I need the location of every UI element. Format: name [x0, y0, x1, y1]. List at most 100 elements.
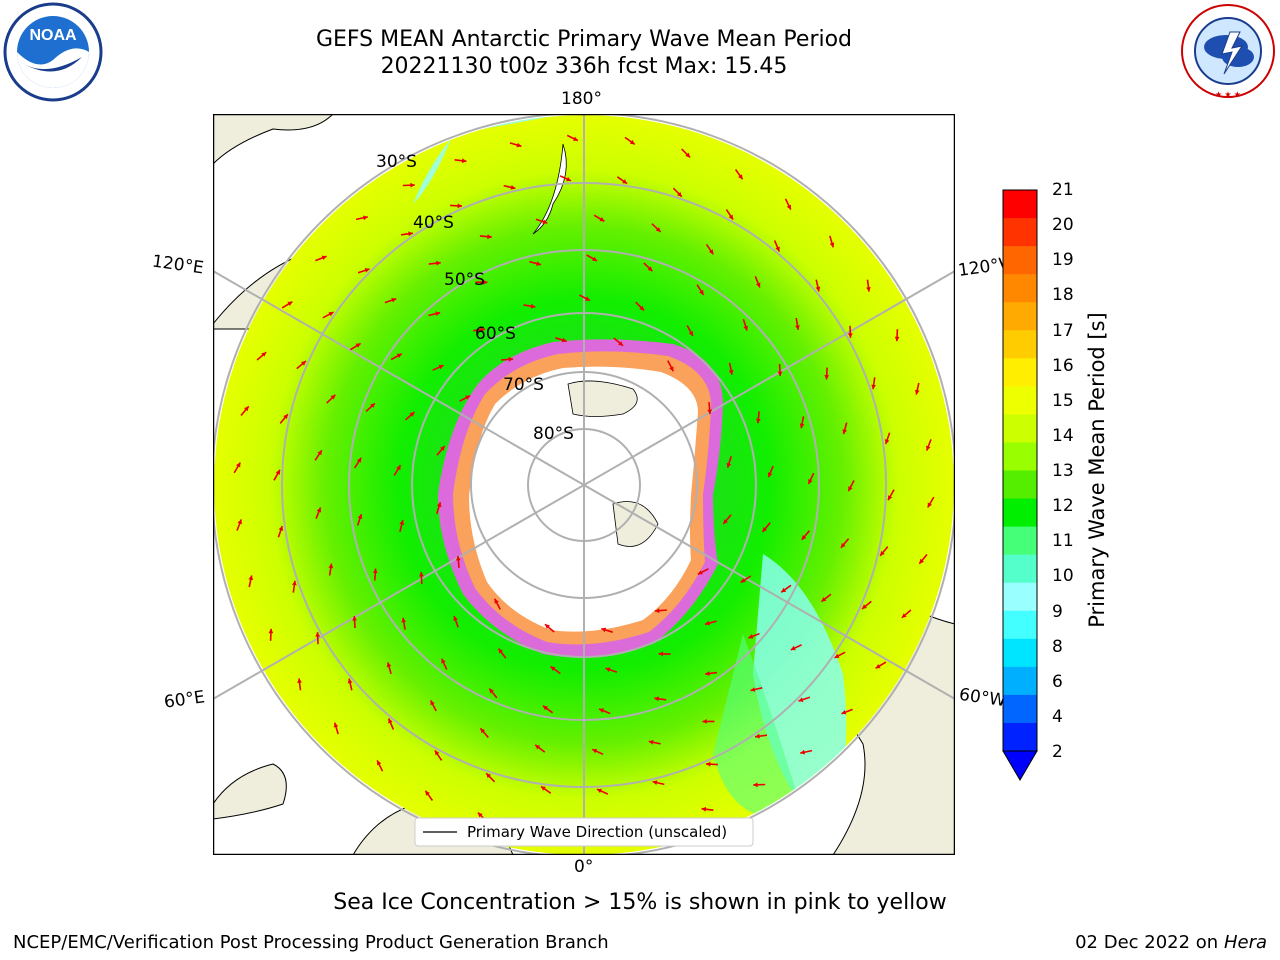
wave-arrow-head — [441, 658, 446, 664]
wave-arrow-head — [756, 282, 761, 288]
run-date: 02 Dec 2022 on Hera — [1075, 932, 1267, 953]
lon-label-60e: 60°E — [162, 687, 207, 713]
wave-arrow-head — [236, 462, 241, 468]
wave-arrow-head — [841, 710, 847, 715]
wave-arrow-head — [894, 336, 900, 342]
wave-arrow-head — [436, 260, 441, 266]
wave-arrow-head — [540, 786, 546, 791]
wave-arrow-head — [315, 632, 321, 637]
wave-arrow-head — [821, 597, 827, 602]
wave-arrow-head — [508, 356, 514, 362]
wave-arrow-head — [388, 718, 393, 724]
lon-label-0: 0° — [574, 857, 594, 877]
wave-arrow-head — [781, 587, 787, 593]
wave-arrow-head — [762, 527, 768, 532]
wave-arrow-head — [297, 678, 302, 683]
wave-arrow-head — [316, 507, 322, 513]
colorbar-band — [1003, 666, 1037, 696]
wave-arrow-head — [658, 651, 663, 657]
wave-arrow-head — [419, 572, 424, 577]
wave-arrow-head — [487, 234, 492, 240]
wave-arrow-head — [545, 624, 550, 629]
map-legend: Primary Wave Direction (unscaled) — [414, 817, 754, 847]
wave-arrow-head — [396, 465, 401, 471]
wave-arrow-head — [401, 617, 407, 623]
wave-arrow-head — [901, 613, 907, 618]
wave-arrow-head — [436, 502, 442, 508]
colorbar-tick-label: 16 — [1052, 355, 1074, 376]
colorbar-band — [1003, 302, 1037, 331]
colorbar-tick-label: 14 — [1052, 425, 1074, 446]
wave-arrow-head — [542, 219, 548, 224]
wave-arrow-head — [440, 446, 445, 451]
wave-arrow-head — [862, 604, 867, 609]
colorbar-tick-label: 4 — [1052, 706, 1063, 727]
colorbar-tick-label: 2 — [1052, 742, 1063, 762]
wave-arrow-head — [875, 664, 881, 669]
wave-arrow-head — [697, 570, 703, 575]
lon-label-180: 180° — [561, 89, 602, 109]
wave-arrow-head — [829, 242, 835, 248]
colorbar-band — [1003, 554, 1037, 584]
graticule — [213, 114, 955, 855]
map-panel: Primary Wave Direction (unscaled) — [213, 114, 955, 855]
wave-arrow-head — [542, 705, 548, 711]
wave-arrow-head — [723, 519, 728, 524]
wave-arrow-head — [566, 176, 571, 182]
wave-arrow-head — [866, 287, 871, 292]
wave-arrow-head — [536, 261, 541, 266]
wave-arrow-head — [275, 469, 280, 475]
wave-arrow-head — [550, 666, 556, 671]
wave-arrow-head — [706, 761, 711, 767]
colorbar-tick-label: 19 — [1052, 250, 1074, 271]
wave-arrow-head — [355, 343, 361, 348]
lat-label-50s: 50°S — [444, 270, 485, 290]
wave-arrow-head — [396, 353, 402, 358]
wave-arrow-head — [798, 697, 804, 702]
wave-arrow-head — [655, 227, 661, 232]
wave-arrow-head — [756, 418, 761, 424]
wave-arrow-head — [848, 486, 853, 492]
wave-arrow-head — [455, 555, 461, 561]
wave-arrow-head — [321, 255, 327, 260]
wave-arrow-head — [585, 296, 590, 301]
wave-arrow-head — [647, 266, 653, 272]
colorbar-tick-label: 10 — [1052, 566, 1074, 587]
wave-arrow-head — [438, 364, 444, 370]
wave-arrow-head — [795, 325, 800, 330]
wave-arrow-head — [677, 191, 682, 197]
wave-arrow-head — [799, 423, 805, 429]
land-australia-north — [213, 114, 334, 165]
wave-arrow-head — [701, 806, 707, 812]
wave-arrow-head — [592, 256, 598, 261]
wave-arrow-head — [880, 550, 885, 556]
wave-arrow-head — [926, 445, 931, 451]
wave-arrow-head — [652, 780, 658, 785]
wave-arrow-head — [453, 616, 458, 621]
run-host: Hera — [1223, 932, 1267, 953]
colorbar-tick-label: 17 — [1052, 320, 1074, 341]
wave-arrow-head — [292, 580, 297, 586]
wave-arrow-head — [261, 352, 267, 357]
colorbar-tick-label: 21 — [1052, 180, 1074, 200]
colorbar-tick-label: 6 — [1052, 671, 1063, 692]
wave-arrow-head — [824, 375, 830, 380]
wave-arrow-head — [767, 472, 773, 478]
wave-arrow-head — [377, 760, 382, 766]
wave-arrow-head — [465, 395, 471, 400]
wave-arrow-head — [573, 136, 578, 141]
wave-arrow-head — [248, 575, 254, 581]
wave-arrow-head — [301, 361, 306, 366]
producer-credit: NCEP/EMC/Verification Post Processing Pr… — [13, 932, 609, 953]
wave-arrow-head — [592, 749, 598, 754]
colorbar-band — [1003, 638, 1037, 668]
wave-arrow-head — [648, 740, 654, 745]
wave-arrow-head — [287, 301, 293, 306]
wave-arrow-head — [622, 179, 628, 184]
lat-label-80s: 80°S — [533, 424, 574, 444]
colorbar-band — [1003, 582, 1037, 612]
colorbar-band — [1003, 722, 1037, 752]
wave-arrow-head — [352, 616, 357, 621]
colorbar-band — [1003, 218, 1037, 247]
wave-arrow-head — [363, 215, 368, 221]
